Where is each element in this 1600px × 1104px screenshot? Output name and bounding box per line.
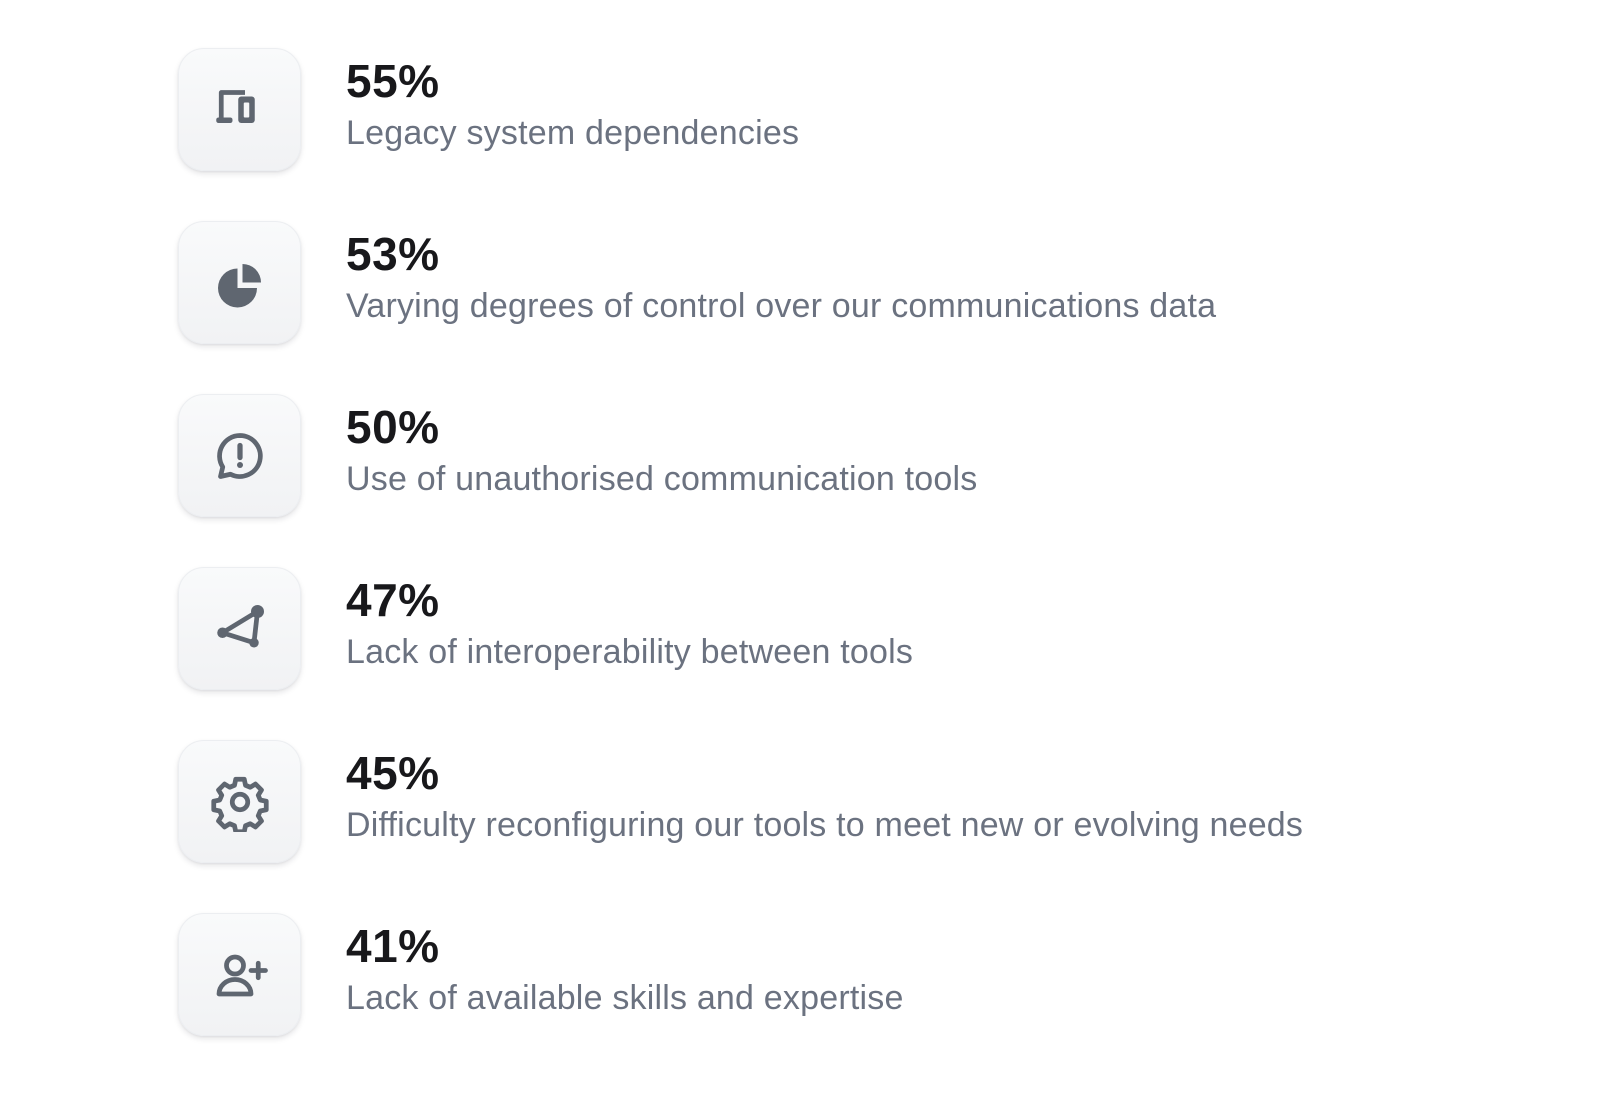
stat-text: 45% Difficulty reconfiguring our tools t…	[346, 746, 1303, 846]
icon-tile	[178, 740, 301, 863]
stat-text: 53% Varying degrees of control over our …	[346, 227, 1216, 327]
icon-tile	[178, 913, 301, 1036]
stat-value: 55%	[346, 55, 440, 107]
stat-label: Lack of available skills and expertise	[346, 979, 904, 1017]
stat-label: Difficulty reconfiguring our tools to me…	[346, 806, 1304, 844]
network-icon	[216, 604, 264, 647]
stat-item: 41% Lack of available skills and experti…	[178, 913, 1478, 1040]
devices-icon	[215, 89, 255, 123]
stat-text: 41% Lack of available skills and experti…	[346, 919, 904, 1019]
icon-tile	[178, 567, 301, 690]
stat-item: 53% Varying degrees of control over our …	[178, 221, 1478, 348]
stat-item: 47% Lack of interoperability between too…	[178, 567, 1478, 694]
chat-alert-icon	[216, 432, 263, 479]
stat-value: 45%	[346, 747, 440, 799]
stat-item: 55% Legacy system dependencies	[178, 48, 1478, 175]
stat-text: 47% Lack of interoperability between too…	[346, 573, 913, 673]
gear-icon	[210, 776, 269, 832]
stat-list: 55% Legacy system dependencies 53% Varyi…	[178, 48, 1478, 1040]
icon-tile	[178, 221, 301, 344]
stat-label: Use of unauthorised communication tools	[346, 460, 978, 498]
stat-label: Lack of interoperability between tools	[346, 633, 914, 671]
stat-label: Varying degrees of control over our comm…	[346, 287, 1217, 325]
pie-chart-icon	[217, 263, 261, 307]
stat-item: 50% Use of unauthorised communication to…	[178, 394, 1478, 521]
stat-label: Legacy system dependencies	[346, 114, 800, 152]
stat-item: 45% Difficulty reconfiguring our tools t…	[178, 740, 1478, 867]
stat-value: 50%	[346, 401, 440, 453]
user-add-icon	[216, 954, 268, 996]
stat-text: 50% Use of unauthorised communication to…	[346, 400, 977, 500]
stat-text: 55% Legacy system dependencies	[346, 54, 799, 154]
stat-value: 53%	[346, 228, 440, 280]
icon-tile	[178, 48, 301, 171]
stat-value: 41%	[346, 920, 440, 972]
icon-tile	[178, 394, 301, 517]
stat-value: 47%	[346, 574, 440, 626]
